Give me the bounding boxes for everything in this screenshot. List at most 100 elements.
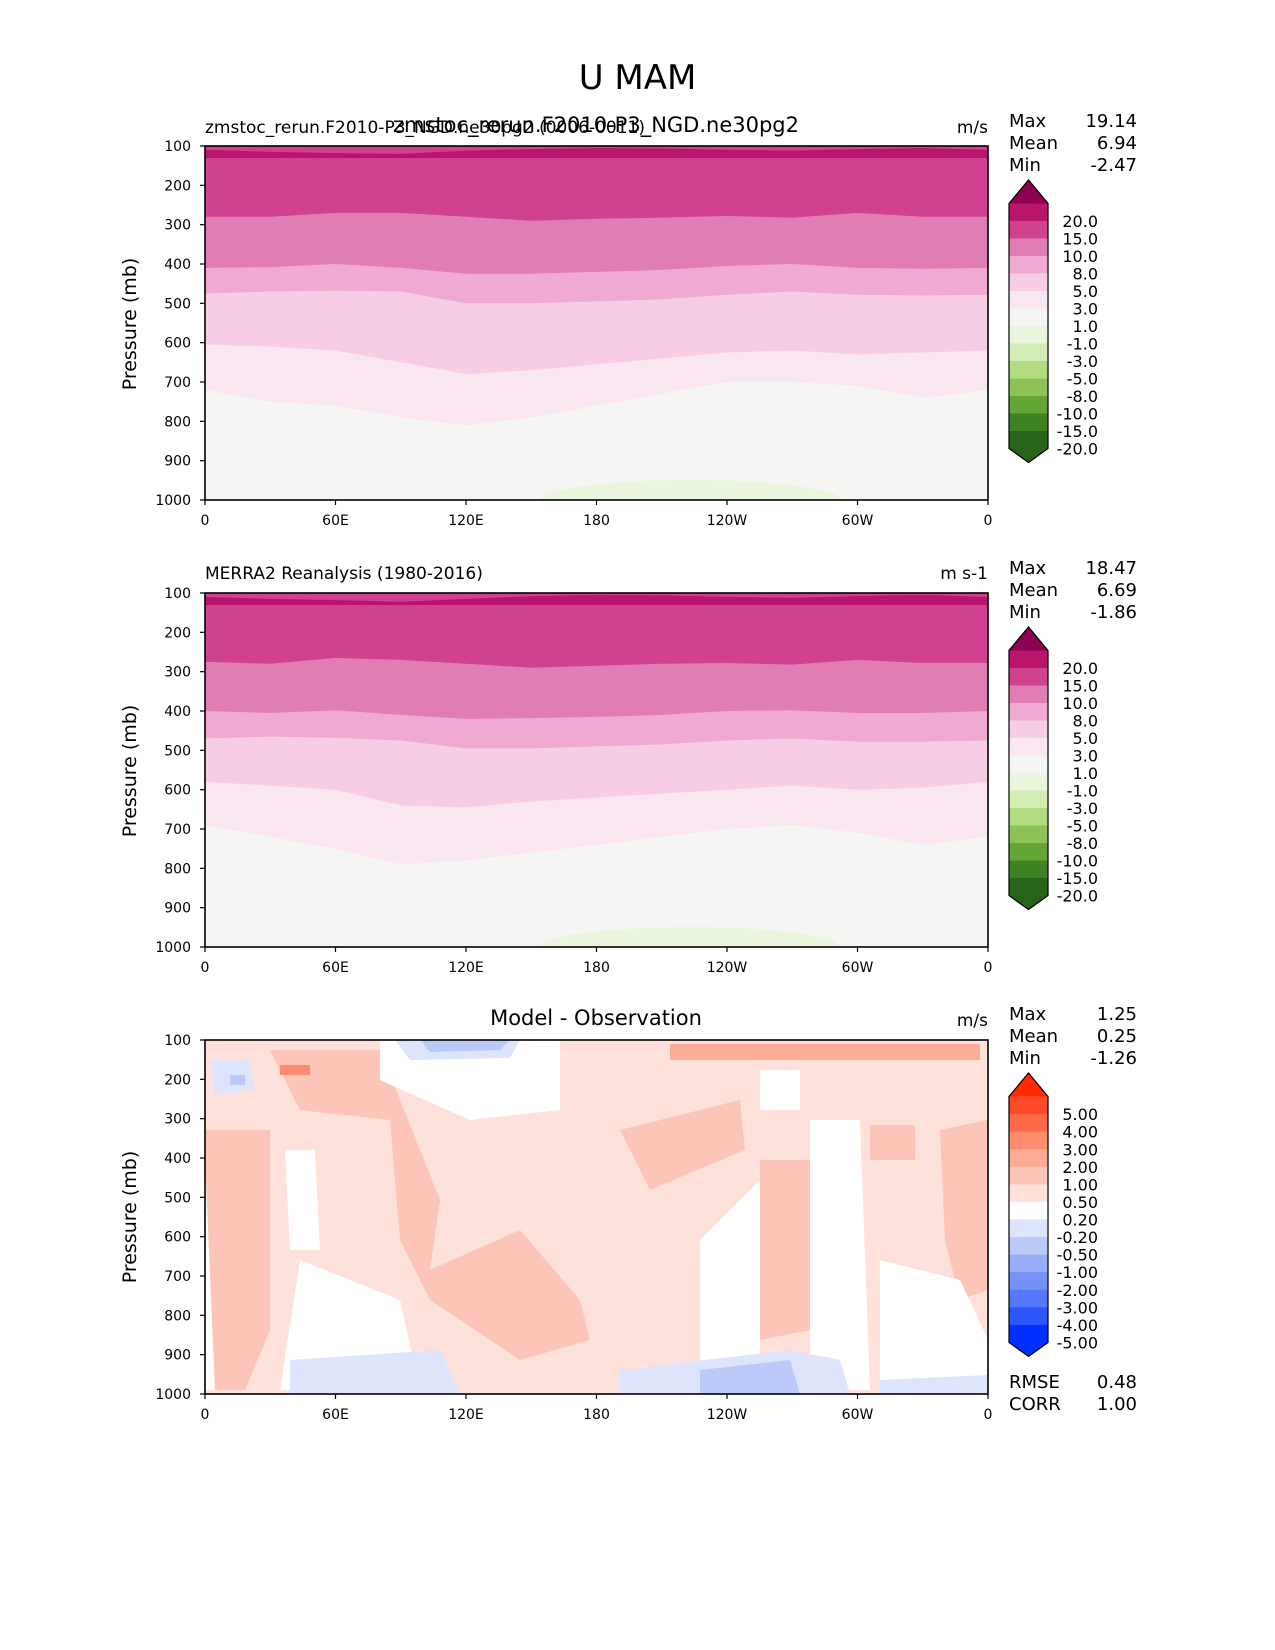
y-tick-label: 800	[164, 414, 191, 430]
y-tick-label: 900	[164, 454, 191, 470]
colorbar-extend-bottom	[1009, 1342, 1048, 1357]
colorbar: 5.004.003.002.001.000.500.20-0.20-0.50-1…	[1008, 1072, 1098, 1358]
colorbar-segment	[1009, 413, 1048, 432]
colorbar-segment	[1009, 685, 1048, 704]
colorbar-tick-label: 20.0	[1062, 659, 1098, 678]
min-label: Min	[1009, 155, 1041, 176]
x-tick-label: 120W	[707, 960, 748, 976]
colorbar-tick-label: -5.0	[1067, 370, 1098, 389]
x-tick-label: 60E	[322, 960, 349, 976]
panel2-units: m s-1	[940, 564, 988, 584]
y-tick-label: 600	[164, 1230, 191, 1246]
colorbar-tick-label: 2.00	[1062, 1158, 1098, 1177]
diff-neutral-region	[205, 1160, 215, 1390]
diff-negative-region	[420, 1040, 510, 1052]
colorbar-segment	[1009, 1114, 1048, 1133]
colorbar-tick-label: 3.0	[1073, 300, 1098, 319]
colorbar-tick-label: 8.0	[1073, 712, 1098, 731]
max-label: Max	[1009, 558, 1047, 579]
colorbar-segment	[1009, 1219, 1048, 1238]
colorbar-extend-top	[1009, 180, 1048, 204]
colorbar-extend-bottom	[1009, 895, 1048, 910]
diff-positive-region	[270, 1050, 590, 1360]
diff-negative-region	[230, 1075, 245, 1085]
y-tick-label: 500	[164, 296, 191, 312]
colorbar-tick-label: -3.00	[1057, 1298, 1098, 1317]
colorbar-tick-label: -10.0	[1057, 852, 1098, 871]
colorbar-tick-label: 5.0	[1073, 282, 1098, 301]
colorbar-tick-label: 1.00	[1062, 1175, 1098, 1194]
colorbar-tick-label: -1.0	[1067, 782, 1098, 801]
x-tick-label: 180	[583, 1407, 610, 1423]
colorbar-segment	[1009, 431, 1048, 449]
y-tick-label: 700	[164, 1269, 191, 1285]
colorbar: 20.015.010.08.05.03.01.0-1.0-3.0-5.0-8.0…	[1008, 626, 1098, 911]
y-tick-label: 900	[164, 901, 191, 917]
y-tick-label: 1000	[155, 940, 191, 956]
y-tick-label: 100	[164, 139, 191, 155]
colorbar-tick-label: -1.00	[1057, 1263, 1098, 1282]
diff-positive-region	[940, 1120, 988, 1300]
panel1-title-left: zmstoc_rerun.F2010-P3_NGD.ne30pg2 (0006-…	[205, 118, 645, 138]
colorbar-tick-label: -15.0	[1057, 869, 1098, 888]
mean-value: 6.69	[1096, 580, 1137, 601]
contour-band-negative	[540, 927, 841, 947]
y-tick-label: 1000	[155, 1387, 191, 1403]
diff-neutral-region	[880, 1260, 988, 1394]
colorbar-tick-label: 20.0	[1062, 212, 1098, 231]
x-tick-label: 120E	[448, 513, 484, 529]
y-tick-label: 300	[164, 665, 191, 681]
colorbar-tick-label: 4.00	[1062, 1123, 1098, 1142]
min-label: Min	[1009, 602, 1041, 623]
colorbar-segment	[1009, 1184, 1048, 1203]
corr-label: CORR	[1009, 1394, 1061, 1415]
diff-positive-region	[870, 1125, 915, 1160]
colorbar: 20.015.010.08.05.03.01.0-1.0-3.0-5.0-8.0…	[1008, 179, 1098, 464]
y-tick-label: 300	[164, 218, 191, 234]
plot-area	[205, 146, 988, 500]
colorbar-tick-label: 5.0	[1073, 729, 1098, 748]
x-tick-label: 120W	[707, 1407, 748, 1423]
max-label: Max	[1009, 1004, 1047, 1025]
diff-neutral-region	[760, 1070, 800, 1110]
colorbar-segment	[1009, 1131, 1048, 1150]
x-tick-label: 0	[984, 1407, 993, 1423]
colorbar-tick-label: 10.0	[1062, 247, 1098, 266]
colorbar-segment	[1009, 738, 1048, 756]
y-tick-label: 200	[164, 1072, 191, 1088]
colorbar-segment	[1009, 668, 1048, 686]
contour-band-negative	[540, 480, 841, 500]
corr-value: 1.00	[1096, 1394, 1137, 1415]
colorbar-segment	[1009, 326, 1048, 344]
max-label: Max	[1009, 111, 1047, 132]
colorbar-tick-label: -15.0	[1057, 422, 1098, 441]
colorbar-tick-label: 5.00	[1062, 1105, 1098, 1124]
colorbar-segment	[1009, 1254, 1048, 1273]
min-value: -1.86	[1090, 602, 1137, 623]
colorbar-segment	[1009, 1096, 1048, 1115]
colorbar-tick-label: -8.0	[1067, 834, 1098, 853]
x-tick-label: 0	[984, 960, 993, 976]
diff-positive-region	[760, 1160, 810, 1340]
x-tick-label: 0	[201, 1407, 210, 1423]
diff-positive-region	[620, 1100, 745, 1190]
y-tick-label: 600	[164, 783, 191, 799]
colorbar-tick-label: 0.50	[1062, 1193, 1098, 1212]
colorbar-tick-label: -8.0	[1067, 387, 1098, 406]
colorbar-segment	[1009, 773, 1048, 791]
mean-value: 0.25	[1096, 1026, 1137, 1047]
colorbar-segment	[1009, 720, 1048, 739]
colorbar-tick-label: -5.0	[1067, 817, 1098, 836]
y-tick-label: 200	[164, 178, 191, 194]
y-tick-label: 200	[164, 625, 191, 641]
rmse-label: RMSE	[1009, 1372, 1060, 1393]
mean-value: 6.94	[1096, 133, 1137, 154]
diff-negative-region	[290, 1350, 460, 1394]
colorbar-segment	[1009, 1324, 1048, 1343]
colorbar-tick-label: 15.0	[1062, 677, 1098, 696]
colorbar-tick-label: -20.0	[1057, 887, 1098, 906]
colorbar-segment	[1009, 1307, 1048, 1326]
colorbar-segment	[1009, 396, 1048, 414]
x-tick-label: 60W	[842, 1407, 874, 1423]
max-value: 18.47	[1085, 558, 1137, 579]
